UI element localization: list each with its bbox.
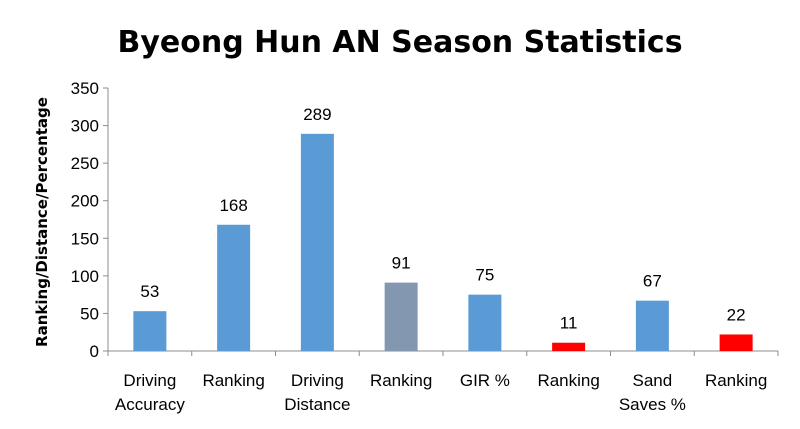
x-tick-label: Ranking	[202, 371, 264, 390]
data-label: 22	[727, 305, 746, 324]
x-tick-label: GIR %	[460, 371, 510, 390]
data-label: 168	[219, 196, 247, 215]
data-label: 11	[560, 314, 578, 333]
y-tick-label: 250	[71, 154, 99, 173]
bar	[133, 311, 167, 351]
x-tick-label: Driving	[291, 371, 344, 390]
bar	[552, 342, 586, 351]
data-label: 75	[475, 266, 494, 285]
x-tick-label: Sand	[633, 371, 673, 390]
bar	[635, 300, 669, 351]
x-tick-label: Ranking	[370, 371, 432, 390]
y-tick-label: 200	[71, 192, 99, 211]
plot-area: 0 50 100 150 200 250 300 350 53 Driving Accuracy 16…	[71, 79, 779, 414]
data-label: 53	[140, 282, 159, 301]
chart-title: Byeong Hun AN Season Statistics	[117, 25, 682, 60]
x-tick-label: Driving	[123, 371, 176, 390]
y-tick-label: 350	[71, 79, 99, 98]
y-tick-label: 150	[71, 229, 99, 248]
x-tick-label: Ranking	[705, 371, 767, 390]
y-tick-label: 50	[80, 304, 99, 323]
bar	[217, 224, 251, 351]
x-tick-label: Distance	[284, 395, 350, 414]
bar	[384, 282, 418, 351]
x-tick-label: Ranking	[537, 371, 599, 390]
data-label: 67	[643, 272, 662, 291]
bar	[719, 334, 753, 351]
data-label: 91	[392, 254, 411, 273]
y-tick-label: 0	[90, 342, 99, 361]
y-axis-label: Ranking/Distance/Percentage	[33, 97, 51, 347]
x-tick-label: Saves %	[619, 395, 686, 414]
bar	[468, 294, 502, 351]
data-label: 289	[303, 105, 331, 124]
y-tick-label: 100	[71, 267, 99, 286]
x-tick-label: Accuracy	[115, 395, 185, 414]
y-tick-label: 300	[71, 117, 99, 136]
bar	[300, 133, 334, 351]
